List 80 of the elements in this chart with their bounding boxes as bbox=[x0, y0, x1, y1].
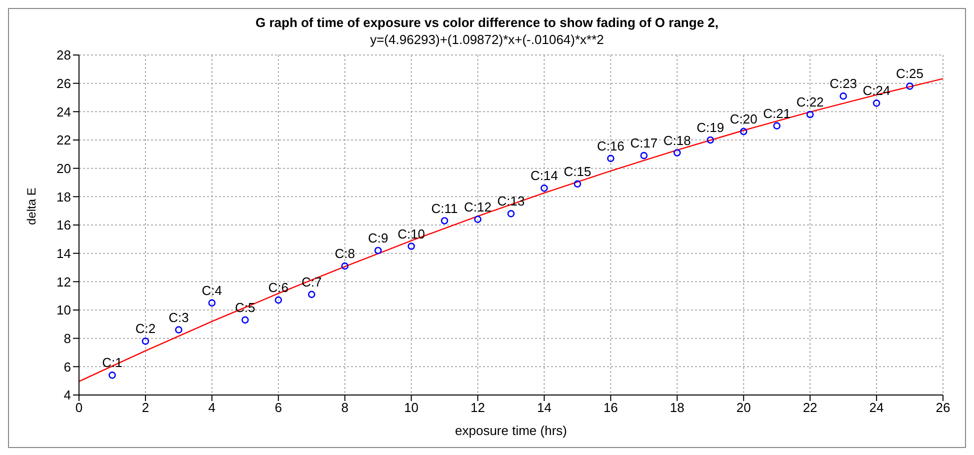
point bbox=[773, 122, 780, 130]
annotation: C:25 bbox=[896, 66, 924, 82]
x-tick-label: 14 bbox=[536, 400, 552, 416]
point bbox=[806, 110, 814, 118]
annotation: C:15 bbox=[564, 164, 592, 179]
y-tick-label: 10 bbox=[56, 302, 71, 318]
x-axis-title: exposure time (hrs) bbox=[455, 423, 567, 438]
annotation: C:6 bbox=[268, 280, 288, 296]
point bbox=[872, 100, 880, 107]
annotation: C:14 bbox=[530, 168, 558, 184]
point bbox=[308, 290, 316, 298]
annotation: C:12 bbox=[464, 199, 492, 214]
annotation: C:23 bbox=[830, 76, 858, 92]
point bbox=[274, 296, 282, 304]
annotation: C:9 bbox=[368, 230, 388, 246]
annotation: C:8 bbox=[334, 246, 355, 262]
line-series bbox=[79, 78, 943, 382]
y-axis-title: delta E bbox=[24, 188, 38, 225]
x-tick-label: 26 bbox=[936, 400, 950, 416]
x-tick-label: 24 bbox=[869, 400, 884, 416]
x-tick-label: 18 bbox=[670, 400, 684, 416]
annotation: C:1 bbox=[102, 355, 122, 370]
point bbox=[108, 372, 116, 379]
point bbox=[341, 262, 348, 270]
point bbox=[374, 246, 382, 254]
point bbox=[906, 82, 914, 90]
point bbox=[408, 242, 415, 250]
y-tick-label: 8 bbox=[64, 330, 71, 346]
x-tick-label: 4 bbox=[208, 400, 216, 416]
annotation: C:20 bbox=[730, 112, 758, 126]
y-tick-label: 12 bbox=[56, 274, 71, 290]
point bbox=[607, 154, 614, 162]
point bbox=[706, 136, 714, 144]
y-tick-label: 16 bbox=[56, 218, 71, 233]
y-tick-label: 6 bbox=[64, 359, 71, 374]
y-tick-label: 28 bbox=[56, 48, 71, 63]
chart-subtitle: y=(4.96293)+(1.09872)*x+(-.01064)*x**2 bbox=[369, 31, 605, 47]
point bbox=[507, 210, 515, 218]
point bbox=[540, 184, 548, 192]
y-tick-label: 24 bbox=[56, 104, 71, 120]
point bbox=[740, 128, 748, 136]
point bbox=[440, 217, 448, 224]
point bbox=[242, 316, 249, 324]
point bbox=[640, 152, 648, 160]
x-tick-label: 8 bbox=[341, 400, 348, 416]
annotation: C:11 bbox=[431, 200, 458, 216]
annotation: C:16 bbox=[596, 138, 624, 154]
x-tick-label: 16 bbox=[603, 400, 618, 416]
x-tick-label: 0 bbox=[75, 400, 83, 416]
point bbox=[674, 149, 681, 156]
annotation: C:10 bbox=[398, 226, 426, 242]
y-tick-label: 4 bbox=[64, 388, 71, 403]
annotation: C:13 bbox=[497, 194, 525, 209]
annotation: C:18 bbox=[663, 132, 691, 148]
point bbox=[142, 338, 150, 345]
y-tick-label: 20 bbox=[56, 160, 71, 176]
annotation: C:17 bbox=[630, 136, 658, 151]
annotation: C:19 bbox=[696, 120, 724, 135]
point bbox=[474, 216, 482, 223]
x-tick-label: 2 bbox=[142, 400, 150, 416]
y-tick-label: 22 bbox=[56, 132, 71, 148]
annotation: C:22 bbox=[796, 94, 824, 110]
x-tick-label: 22 bbox=[802, 400, 818, 416]
x-tick-label: 6 bbox=[274, 400, 282, 416]
annotation: C:3 bbox=[168, 310, 189, 325]
point bbox=[574, 180, 582, 188]
x-tick-label: 10 bbox=[404, 400, 419, 416]
y-tick-label: 26 bbox=[56, 76, 71, 91]
y-tick-label: 14 bbox=[56, 246, 71, 261]
annotation: C:4 bbox=[202, 282, 222, 298]
point bbox=[840, 92, 847, 100]
annotation: C:2 bbox=[135, 321, 156, 336]
annotation: C:24 bbox=[862, 83, 890, 98]
x-tick-label: 12 bbox=[470, 400, 486, 416]
x-tick-label: 20 bbox=[736, 400, 751, 416]
chart-title: G raph of time of exposure vs color difference to show fading of O range 2, bbox=[254, 14, 720, 30]
annotation: C:21 bbox=[763, 106, 791, 121]
point bbox=[208, 299, 216, 307]
y-tick-label: 18 bbox=[56, 189, 71, 204]
point bbox=[175, 326, 182, 334]
